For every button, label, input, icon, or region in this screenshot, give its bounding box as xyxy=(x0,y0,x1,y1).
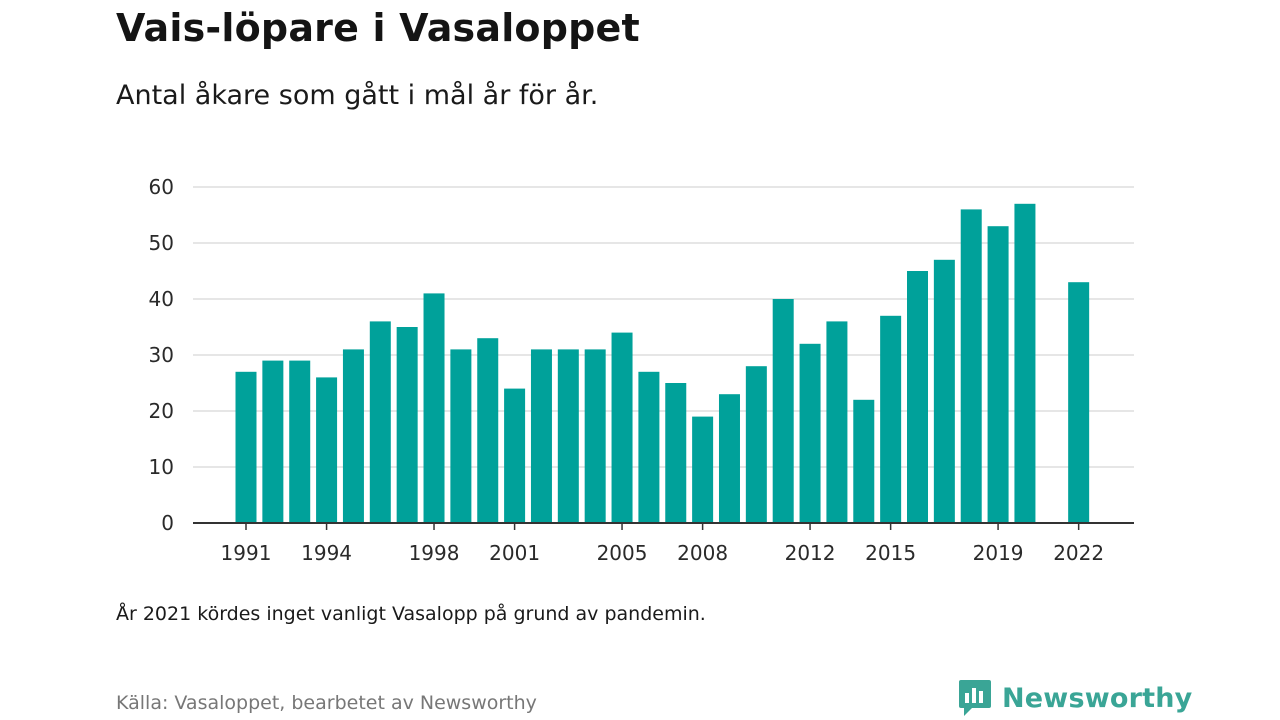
bar-1991 xyxy=(235,371,257,523)
chart-note: År 2021 kördes inget vanligt Vasalopp på… xyxy=(116,603,706,625)
bar-2022 xyxy=(1068,282,1090,523)
bar-1996 xyxy=(369,321,391,523)
bar-1992 xyxy=(262,360,284,523)
bar-2016 xyxy=(907,271,928,523)
x-tick-label: 2008 xyxy=(677,541,728,565)
chart-subtitle: Antal åkare som gått i mål år för år. xyxy=(116,80,599,111)
bar-2007 xyxy=(665,383,687,523)
bar-2017 xyxy=(933,259,955,523)
bar-2006 xyxy=(638,371,660,523)
bar-1997 xyxy=(396,327,418,523)
x-tick-label: 2001 xyxy=(489,541,540,565)
y-tick-label: 40 xyxy=(149,287,174,311)
x-tick-label: 1991 xyxy=(221,541,272,565)
source-credit: Källa: Vasaloppet, bearbetet av Newswort… xyxy=(116,692,537,714)
bar-2005 xyxy=(611,332,633,523)
bar-2013 xyxy=(826,321,848,523)
bar-2008 xyxy=(692,416,714,523)
newsworthy-logo: Newsworthy xyxy=(958,678,1192,718)
y-tick-label: 20 xyxy=(149,399,174,423)
y-tick-label: 0 xyxy=(161,511,174,535)
x-tick-label: 2012 xyxy=(785,541,836,565)
bar-chart: 0 10 20 30 40 50 60 1991 1994 1998 2001 2005 2008 201… xyxy=(149,175,1134,565)
y-tick-label: 60 xyxy=(149,175,174,199)
bar-2009 xyxy=(718,394,740,523)
bar-1998 xyxy=(423,293,445,523)
bar-2003 xyxy=(557,349,579,523)
y-tick-label: 30 xyxy=(149,343,174,367)
bar-2020 xyxy=(1014,203,1036,524)
x-tick-label: 2019 xyxy=(973,541,1024,565)
x-tick-label: 2005 xyxy=(597,541,648,565)
y-tick-label: 10 xyxy=(149,455,174,479)
bar-1995 xyxy=(342,349,364,523)
bar-2002 xyxy=(530,349,552,523)
chart-title: Vais-löpare i Vasaloppet xyxy=(116,6,640,50)
y-tick-label: 50 xyxy=(149,231,174,255)
bar-1999 xyxy=(450,349,472,523)
x-tick-label: 1994 xyxy=(301,541,352,565)
bar-2010 xyxy=(745,366,767,523)
brand-name: Newsworthy xyxy=(1002,682,1193,714)
bar-2015 xyxy=(880,315,902,523)
bar-2001 xyxy=(504,388,526,523)
x-tick-label: 2022 xyxy=(1053,541,1104,565)
x-tick-label: 2015 xyxy=(865,541,916,565)
bar-2000 xyxy=(477,338,499,523)
x-tick-label: 1998 xyxy=(409,541,460,565)
axes: 0 10 20 30 40 50 60 1991 1994 1998 2001 2005 2008 201… xyxy=(149,175,1134,565)
bar-2014 xyxy=(853,399,875,523)
bar-2019 xyxy=(987,226,1009,523)
bar-2012 xyxy=(799,343,821,523)
bar-1993 xyxy=(289,360,311,523)
bar-1994 xyxy=(316,377,338,523)
bars xyxy=(235,203,1090,524)
bar-2018 xyxy=(960,209,982,523)
bar-2011 xyxy=(772,299,794,523)
newsworthy-chart-bubble-icon xyxy=(959,680,991,716)
bar-2004 xyxy=(584,349,606,523)
